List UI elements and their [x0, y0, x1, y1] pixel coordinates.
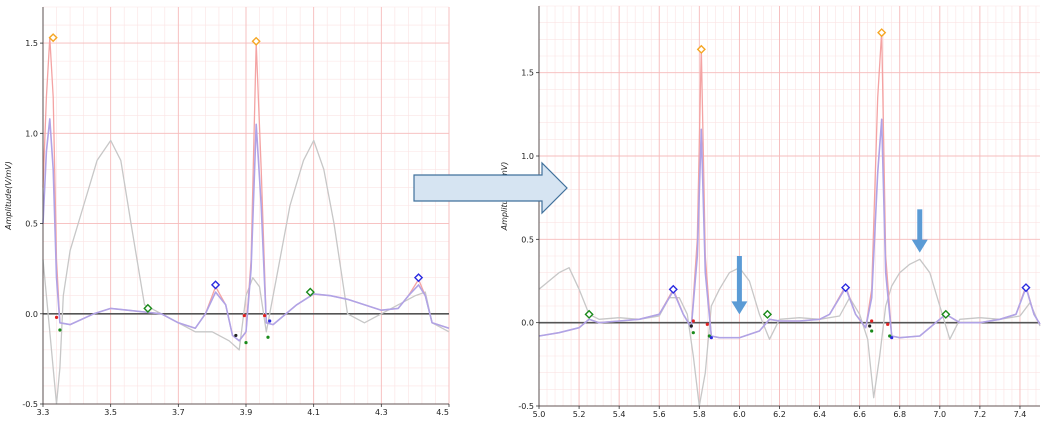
x-tick-label: 5.2 — [573, 410, 586, 419]
x-tick-label: 4.3 — [375, 408, 388, 417]
y-axis-label: Amplitude(V/mV) — [4, 161, 13, 231]
fiducial-diamond-marker — [48, 33, 58, 43]
x-tick-label: 5.8 — [693, 410, 706, 419]
down-arrow-shaft — [917, 209, 923, 241]
x-tick-label: 3.5 — [104, 408, 117, 417]
fiducial-dot-marker — [691, 331, 695, 335]
fiducial-diamond-marker — [877, 28, 887, 38]
fiducial-dot-marker — [234, 333, 238, 338]
fiducial-dot-marker — [709, 336, 713, 340]
y-tick-label: 1.0 — [521, 152, 534, 161]
fiducial-dot-marker — [886, 322, 890, 326]
fiducial-dot-marker — [870, 329, 874, 333]
fiducial-diamond-marker — [210, 280, 221, 290]
x-tick-label: 5.4 — [613, 410, 626, 419]
x-tick-label: 6.6 — [853, 410, 866, 419]
fiducial-dot-marker — [54, 315, 59, 319]
fiducial-diamond-marker — [1021, 283, 1031, 293]
down-arrow-annotation — [911, 209, 928, 253]
chart-left: 3.3 3.5 3.7 3.9 4.1 4.3 4.5 -0.5 0.0 0.5 1.0 1.5 Amp… — [4, 6, 450, 417]
down-arrow-shaft — [736, 256, 742, 303]
x-tick-label: 4.1 — [307, 408, 320, 417]
x-tick-label: 6.4 — [813, 410, 826, 419]
y-tick-label: -0.5 — [518, 402, 534, 411]
series-line-1 — [42, 118, 450, 342]
fiducial-diamond-marker — [413, 273, 424, 283]
y-tick-label: 0.5 — [25, 220, 38, 229]
fiducial-dot-marker — [244, 341, 248, 345]
fiducial-diamond-marker — [668, 284, 678, 294]
transition-arrow — [413, 161, 568, 215]
y-tick-label: 1.5 — [25, 39, 38, 48]
fiducial-diamond-marker — [696, 44, 706, 54]
x-tick-label: 4.5 — [436, 408, 449, 417]
x-tick-label: 7.0 — [933, 410, 946, 419]
fiducial-dot-marker — [705, 322, 709, 326]
fiducial-dot-marker — [689, 324, 693, 328]
y-tick-label: 1.0 — [25, 129, 38, 138]
fiducial-dot-marker — [868, 324, 872, 328]
fiducial-diamond-marker — [841, 283, 851, 293]
fiducial-diamond-marker — [305, 287, 315, 297]
x-tick-label: 6.2 — [773, 410, 786, 419]
fiducial-dot-marker — [58, 328, 62, 332]
y-tick-label: 1.5 — [521, 69, 534, 78]
fiducial-dot-marker — [870, 319, 874, 323]
x-tick-label: 3.9 — [240, 408, 253, 417]
x-tick-label: 3.3 — [37, 408, 50, 417]
y-tick-label: 0.5 — [521, 235, 534, 244]
x-tick-label: 6.8 — [893, 410, 906, 419]
x-tick-label: 5.0 — [533, 410, 546, 419]
fiducial-diamond-marker — [941, 309, 951, 319]
chart-right: 5.0 5.2 5.4 5.6 5.8 6.0 6.2 6.4 6.6 6.8 7.0 7.2 7.4 -… — [500, 5, 1041, 419]
fiducial-diamond-marker — [584, 309, 594, 319]
fiducial-dot-marker — [268, 319, 272, 323]
fiducial-dot-marker — [263, 313, 267, 318]
down-arrow-annotation — [731, 256, 748, 315]
series-line-2 — [42, 139, 450, 405]
x-tick-label: 7.4 — [1014, 410, 1027, 419]
fiducial-diamond-marker — [251, 36, 261, 46]
fiducial-diamond-marker — [143, 303, 153, 313]
y-tick-label: 0.0 — [521, 319, 534, 328]
fiducial-diamond-marker — [762, 309, 773, 319]
x-tick-label: 6.0 — [733, 410, 746, 419]
x-tick-label: 5.6 — [653, 410, 666, 419]
x-tick-label: 3.7 — [172, 408, 185, 417]
fiducial-dot-marker — [890, 336, 894, 340]
down-arrow-head — [911, 239, 928, 253]
down-arrow-head — [731, 301, 748, 315]
x-tick-label: 7.2 — [974, 410, 987, 419]
y-tick-label: -0.5 — [22, 400, 38, 409]
y-tick-label: 0.0 — [25, 310, 38, 319]
fiducial-dot-marker — [266, 335, 270, 339]
fiducial-dot-marker — [691, 319, 695, 323]
fiducial-dot-marker — [242, 313, 246, 318]
